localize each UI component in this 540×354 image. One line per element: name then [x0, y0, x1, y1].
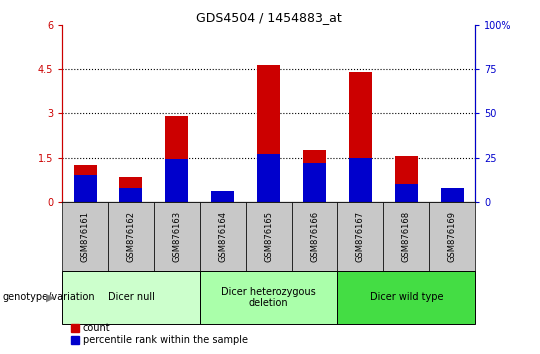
Text: GSM876164: GSM876164 — [218, 211, 227, 262]
Bar — [429, 202, 475, 271]
Bar — [349, 72, 372, 202]
Bar — [73, 175, 97, 202]
Bar — [62, 271, 200, 324]
Text: GSM876161: GSM876161 — [80, 211, 90, 262]
Text: GSM876162: GSM876162 — [126, 211, 136, 262]
Text: Dicer wild type: Dicer wild type — [369, 292, 443, 302]
Bar — [292, 202, 338, 271]
Bar — [257, 154, 280, 202]
Bar — [441, 188, 464, 202]
Legend: count, percentile rank within the sample: count, percentile rank within the sample — [67, 319, 252, 349]
Bar — [257, 65, 280, 202]
Bar — [441, 196, 464, 202]
Text: GSM876166: GSM876166 — [310, 211, 319, 262]
Bar — [200, 271, 338, 324]
Text: GSM876168: GSM876168 — [402, 211, 411, 262]
Bar — [200, 202, 246, 271]
Bar — [73, 165, 97, 202]
Bar — [211, 191, 234, 202]
Bar — [62, 202, 108, 271]
Text: GSM876163: GSM876163 — [172, 211, 181, 262]
Text: GSM876167: GSM876167 — [356, 211, 365, 262]
Bar — [165, 159, 188, 202]
Bar — [303, 163, 326, 202]
Bar — [246, 202, 292, 271]
Text: Dicer null: Dicer null — [107, 292, 154, 302]
Bar — [383, 202, 429, 271]
Text: ▶: ▶ — [45, 292, 54, 302]
Text: GSM876165: GSM876165 — [264, 211, 273, 262]
Title: GDS4504 / 1454883_at: GDS4504 / 1454883_at — [196, 11, 341, 24]
Bar — [395, 184, 418, 202]
Bar — [165, 116, 188, 202]
Bar — [338, 271, 475, 324]
Bar — [349, 158, 372, 202]
Bar — [211, 199, 234, 202]
Text: Dicer heterozygous
deletion: Dicer heterozygous deletion — [221, 286, 316, 308]
Bar — [119, 188, 143, 202]
Bar — [338, 202, 383, 271]
Bar — [154, 202, 200, 271]
Bar — [395, 156, 418, 202]
Text: genotype/variation: genotype/variation — [3, 292, 96, 302]
Text: GSM876169: GSM876169 — [448, 211, 457, 262]
Bar — [108, 202, 154, 271]
Bar — [303, 150, 326, 202]
Bar — [119, 177, 143, 202]
